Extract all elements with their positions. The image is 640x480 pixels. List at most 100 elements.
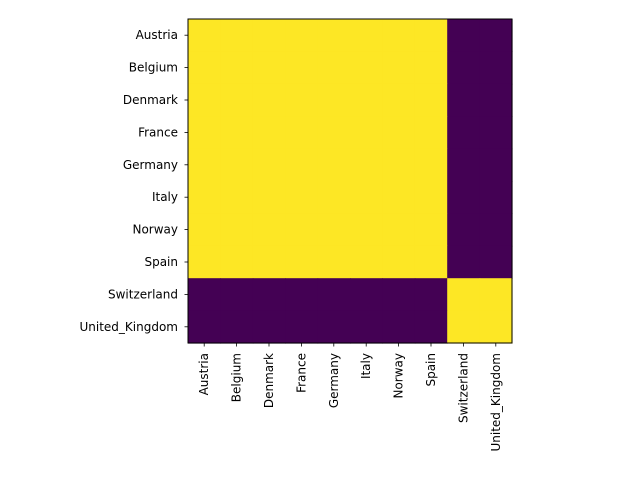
x-tick-label: Belgium (230, 353, 244, 402)
heatmap-cell-Denmark-Germany (317, 83, 351, 117)
heatmap-cell-France-France (285, 116, 319, 150)
heatmap-cell-Switzerland-Switzerland (447, 278, 481, 312)
heatmap-cell-Denmark-Belgium (220, 83, 254, 117)
heatmap-cell-United_Kingdom-Belgium (220, 310, 254, 344)
y-tick-label: Austria (136, 28, 178, 42)
heatmap-cell-Italy-Norway (382, 181, 416, 214)
y-tick-label: Switzerland (108, 287, 178, 301)
x-tick-label: Denmark (262, 353, 276, 408)
heatmap-cell-United_Kingdom-Switzerland (447, 310, 481, 344)
heatmap-cell-United_Kingdom-Spain (414, 310, 448, 344)
heatmap-cell-Austria-Germany (317, 19, 351, 52)
heatmap-cell-Switzerland-Denmark (252, 278, 286, 312)
heatmap-cell-Austria-United_Kingdom (479, 19, 513, 52)
heatmap-cell-Norway-Norway (382, 213, 416, 247)
heatmap-cell-United_Kingdom-France (285, 310, 319, 344)
heatmap-cell-France-Germany (317, 116, 351, 150)
heatmap-cell-Switzerland-Germany (317, 278, 351, 312)
heatmap-cell-Austria-Austria (188, 19, 221, 52)
heatmap-cell-Spain-Austria (188, 245, 221, 279)
heatmap-cell-United_Kingdom-Italy (350, 310, 383, 344)
heatmap-cell-Norway-France (285, 213, 319, 247)
heatmap-cell-Denmark-Denmark (252, 83, 286, 117)
heatmap-cell-Belgium-France (285, 51, 319, 85)
heatmap-cell-Italy-France (285, 181, 319, 214)
heatmap-cell-Switzerland-France (285, 278, 319, 312)
heatmap-cell-Belgium-Norway (382, 51, 416, 85)
x-tick-label: Italy (359, 353, 373, 379)
heatmap-cell-Switzerland-Italy (350, 278, 383, 312)
heatmap-cell-Spain-Switzerland (447, 245, 481, 279)
y-tick-label: Germany (123, 158, 178, 172)
heatmap-cells (188, 19, 513, 344)
heatmap-cell-France-United_Kingdom (479, 116, 513, 150)
heatmap-cell-Germany-United_Kingdom (479, 148, 513, 182)
heatmap-cell-Switzerland-United_Kingdom (479, 278, 513, 312)
heatmap-cell-Belgium-Belgium (220, 51, 254, 85)
heatmap-cell-Italy-Spain (414, 181, 448, 214)
heatmap-cell-Italy-Switzerland (447, 181, 481, 214)
heatmap-cell-Switzerland-Austria (188, 278, 221, 312)
heatmap-cell-Belgium-Switzerland (447, 51, 481, 85)
heatmap-cell-Norway-Switzerland (447, 213, 481, 247)
heatmap-cell-Italy-Belgium (220, 181, 254, 214)
y-tick-label: France (138, 125, 178, 139)
heatmap-cell-France-Spain (414, 116, 448, 150)
heatmap-cell-Austria-France (285, 19, 319, 52)
heatmap-cell-Belgium-Austria (188, 51, 221, 85)
y-axis: Austria Belgium Denmark France Germany Italy N… (79, 28, 188, 334)
heatmap-cell-Germany-Italy (350, 148, 383, 182)
heatmap-cell-Belgium-Italy (350, 51, 383, 85)
heatmap-cell-Belgium-United_Kingdom (479, 51, 513, 85)
heatmap-cell-Norway-Denmark (252, 213, 286, 247)
y-tick-label: Italy (152, 190, 178, 204)
heatmap-cell-Norway-United_Kingdom (479, 213, 513, 247)
heatmap-cell-Germany-France (285, 148, 319, 182)
heatmap-cell-Spain-France (285, 245, 319, 279)
heatmap-cell-Spain-Italy (350, 245, 383, 279)
plot-frame (187, 18, 513, 344)
heatmap-cell-United_Kingdom-Denmark (252, 310, 286, 344)
heatmap-cell-United_Kingdom-Germany (317, 310, 351, 344)
x-tick-label: Germany (327, 353, 341, 408)
heatmap-cell-Belgium-Spain (414, 51, 448, 85)
heatmap-cell-Italy-Denmark (252, 181, 286, 214)
y-tick-label: Norway (132, 223, 178, 237)
heatmap-cell-Germany-Spain (414, 148, 448, 182)
heatmap-cell-Austria-Belgium (220, 19, 254, 52)
x-tick-label: United_Kingdom (489, 353, 503, 452)
x-tick-label: Norway (392, 353, 406, 399)
heatmap-cell-Denmark-Italy (350, 83, 383, 117)
heatmap-cell-Germany-Denmark (252, 148, 286, 182)
heatmap-cell-Denmark-France (285, 83, 319, 117)
heatmap-cell-Belgium-Germany (317, 51, 351, 85)
heatmap-cell-Switzerland-Spain (414, 278, 448, 312)
heatmap-cell-France-Italy (350, 116, 383, 150)
heatmap-cell-Germany-Norway (382, 148, 416, 182)
y-tick-label: United_Kingdom (79, 320, 178, 334)
heatmap-cell-Austria-Italy (350, 19, 383, 52)
heatmap-cell-France-Austria (188, 116, 221, 150)
x-tick-label: Austria (197, 353, 211, 395)
heatmap-cell-Spain-Germany (317, 245, 351, 279)
heatmap-cell-France-Belgium (220, 116, 254, 150)
y-tick-label: Denmark (123, 93, 178, 107)
heatmap-cell-Switzerland-Belgium (220, 278, 254, 312)
heatmap-cell-Germany-Switzerland (447, 148, 481, 182)
heatmap-cell-Austria-Spain (414, 19, 448, 52)
heatmap-cell-Italy-Germany (317, 181, 351, 214)
x-tick-label: Spain (424, 353, 438, 387)
heatmap-cell-Norway-Italy (350, 213, 383, 247)
heatmap-cell-Germany-Germany (317, 148, 351, 182)
heatmap-cell-Denmark-Austria (188, 83, 221, 117)
heatmap-cell-Germany-Belgium (220, 148, 254, 182)
heatmap-cell-Spain-Norway (382, 245, 416, 279)
heatmap-cell-Denmark-Spain (414, 83, 448, 117)
heatmap-cell-Spain-Belgium (220, 245, 254, 279)
heatmap-cell-Austria-Denmark (252, 19, 286, 52)
x-axis: Austria Belgium Denmark France Germany Italy N… (197, 343, 503, 452)
heatmap-cell-Norway-Belgium (220, 213, 254, 247)
heatmap-cell-United_Kingdom-Austria (188, 310, 221, 344)
x-tick-label: Switzerland (456, 353, 470, 423)
